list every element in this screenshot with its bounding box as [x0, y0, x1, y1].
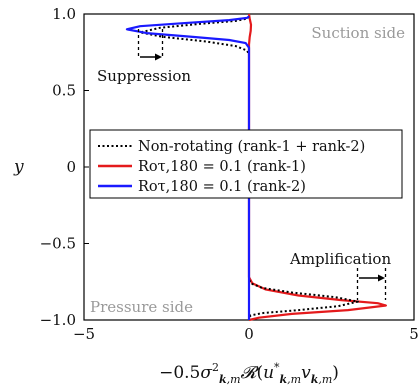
suppression-arrowhead — [155, 53, 162, 61]
x-tick-label: −5 — [73, 325, 95, 343]
amplification-arrowhead — [378, 274, 385, 282]
suppression-label: Suppression — [97, 67, 191, 85]
y-tick-label: −1.0 — [40, 311, 76, 329]
suppression-annotation: Suppression — [97, 29, 191, 85]
x-tick-label: 0 — [244, 325, 254, 343]
amplification-annotation: Amplification — [289, 250, 391, 300]
legend: Non-rotating (rank-1 + rank-2) Roτ,180 =… — [89, 129, 403, 199]
y-tick-label: 1.0 — [52, 5, 76, 23]
legend-label-non-rotating: Non-rotating (rank-1 + rank-2) — [138, 139, 365, 155]
series-line-rank2 — [125, 15, 251, 320]
series-line-rank1 — [247, 13, 387, 322]
legend-label-rank1: Roτ,180 = 0.1 (rank-1) — [138, 159, 306, 175]
legend-label-rank2: Roτ,180 = 0.1 (rank-2) — [138, 179, 306, 195]
y-tick-label: −0.5 — [40, 235, 76, 253]
y-tick-label: 0 — [66, 158, 76, 176]
x-axis-label: −0.5σ2k,m𝓡(u*k,mvk,m) — [159, 361, 339, 386]
x-tick-label: 5 — [409, 325, 419, 343]
series-line-non-rotating — [139, 15, 359, 319]
y-tick-label: 0.5 — [52, 82, 76, 100]
y-axis-label: y — [13, 157, 24, 177]
legend-box — [89, 129, 403, 199]
amplification-label: Amplification — [289, 250, 391, 268]
pressure-side-label: Pressure side — [90, 298, 193, 316]
suction-side-label: Suction side — [311, 24, 405, 42]
